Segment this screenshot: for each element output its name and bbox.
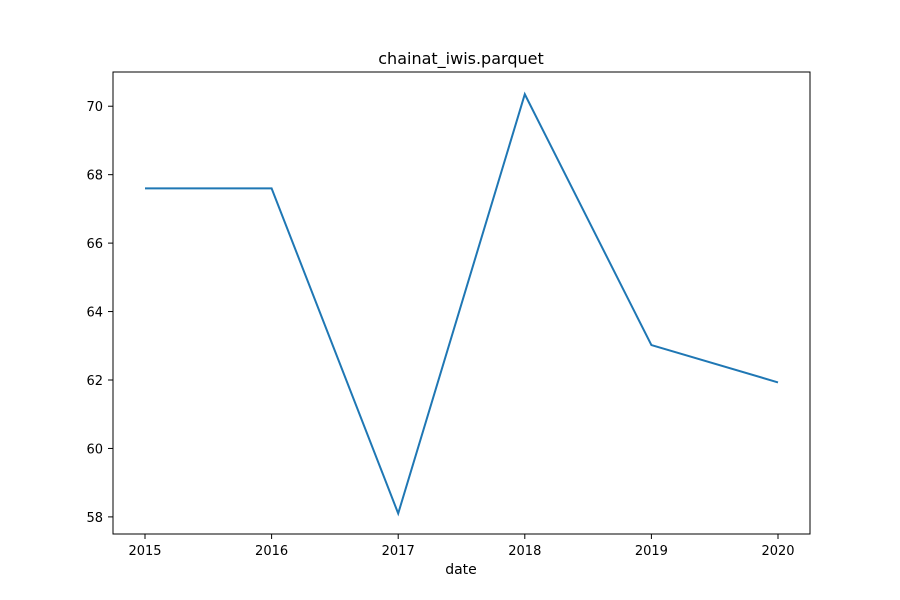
x-tick-label: 2018 xyxy=(508,544,541,559)
x-tick-label: 2016 xyxy=(255,544,288,559)
series-layer xyxy=(145,91,779,517)
x-tick-label: 2017 xyxy=(382,544,415,559)
y-axis-ticks: 58 60 62 64 66 68 70 xyxy=(86,100,113,526)
y-tick-label: 68 xyxy=(86,169,103,184)
y-tick-label: 64 xyxy=(86,306,103,321)
x-axis-label: date xyxy=(445,562,477,578)
y-tick-label: 58 xyxy=(86,511,103,526)
x-tick-label: 2020 xyxy=(761,544,794,559)
y-tick-label: 62 xyxy=(86,374,103,389)
x-axis-ticks: 2015 2016 2017 2018 2019 2020 xyxy=(128,534,795,559)
series-line-0 xyxy=(145,91,779,517)
x-tick-label: 2015 xyxy=(128,544,161,559)
y-tick-label: 60 xyxy=(86,442,103,457)
chart-title: chainat_iwis.parquet xyxy=(378,49,543,69)
y-tick-label: 66 xyxy=(86,237,103,252)
x-tick-label: 2019 xyxy=(635,544,668,559)
y-tick-label: 70 xyxy=(86,100,103,115)
